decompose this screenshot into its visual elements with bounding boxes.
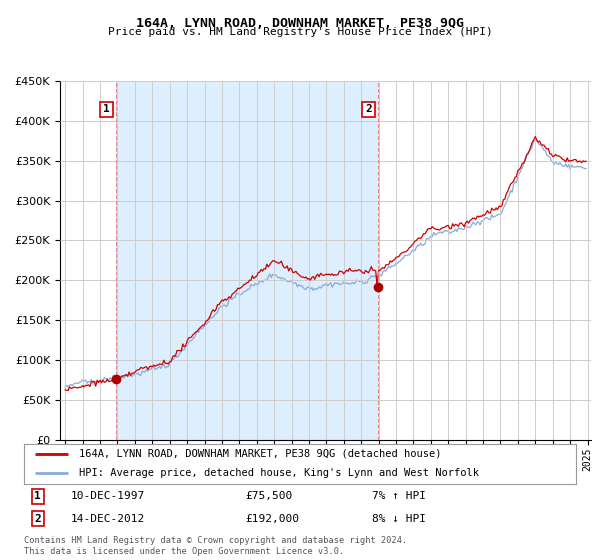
Text: £192,000: £192,000 [245, 514, 299, 524]
Text: 164A, LYNN ROAD, DOWNHAM MARKET, PE38 9QG: 164A, LYNN ROAD, DOWNHAM MARKET, PE38 9Q… [136, 17, 464, 30]
Text: HPI: Average price, detached house, King's Lynn and West Norfolk: HPI: Average price, detached house, King… [79, 468, 479, 478]
Text: 7% ↑ HPI: 7% ↑ HPI [372, 492, 426, 501]
Bar [116, 81, 378, 440]
Text: 2: 2 [34, 514, 41, 524]
Text: 8% ↓ HPI: 8% ↓ HPI [372, 514, 426, 524]
Text: £75,500: £75,500 [245, 492, 292, 501]
Text: 2: 2 [365, 105, 372, 114]
Text: 164A, LYNN ROAD, DOWNHAM MARKET, PE38 9QG (detached house): 164A, LYNN ROAD, DOWNHAM MARKET, PE38 9Q… [79, 449, 442, 459]
Text: 1: 1 [34, 492, 41, 501]
Text: 1: 1 [103, 105, 110, 114]
Text: 14-DEC-2012: 14-DEC-2012 [71, 514, 145, 524]
Text: Contains HM Land Registry data © Crown copyright and database right 2024.
This d: Contains HM Land Registry data © Crown c… [24, 536, 407, 556]
Text: 10-DEC-1997: 10-DEC-1997 [71, 492, 145, 501]
Text: Price paid vs. HM Land Registry's House Price Index (HPI): Price paid vs. HM Land Registry's House … [107, 27, 493, 37]
